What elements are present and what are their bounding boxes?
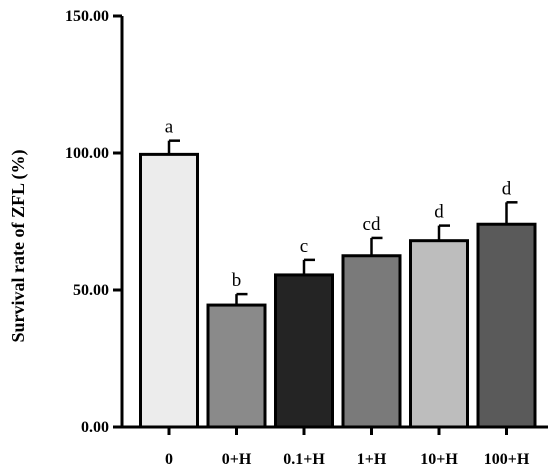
significance-label: d — [434, 202, 444, 223]
significance-label: cd — [363, 214, 381, 235]
bars: a b c cd d d — [139, 117, 537, 429]
significance-label: d — [502, 178, 512, 199]
significance-label: b — [232, 270, 242, 291]
x-tick-label: 0 — [165, 451, 173, 468]
bar — [206, 303, 267, 429]
bar — [139, 152, 199, 429]
y-tick-label: 100.00 — [65, 145, 109, 162]
x-tick-label: 0.1+H — [283, 451, 325, 468]
x-tick-label: 0+H — [222, 451, 252, 468]
significance-label: c — [300, 236, 308, 257]
y-tick-label: 150.00 — [65, 8, 109, 25]
bar — [409, 239, 469, 429]
x-tick-label: 100+H — [484, 451, 530, 468]
y-tick-label: 0.00 — [81, 419, 109, 436]
y-tick-label: 50.00 — [73, 282, 109, 299]
bar — [341, 254, 402, 429]
y-axis-title: Survival rate of ZFL (%) — [8, 150, 29, 343]
bar — [476, 222, 537, 429]
significance-label: a — [165, 117, 174, 138]
x-tick-label: 1+H — [357, 451, 387, 468]
x-tick-label: 10+H — [420, 451, 458, 468]
bar — [274, 273, 334, 429]
